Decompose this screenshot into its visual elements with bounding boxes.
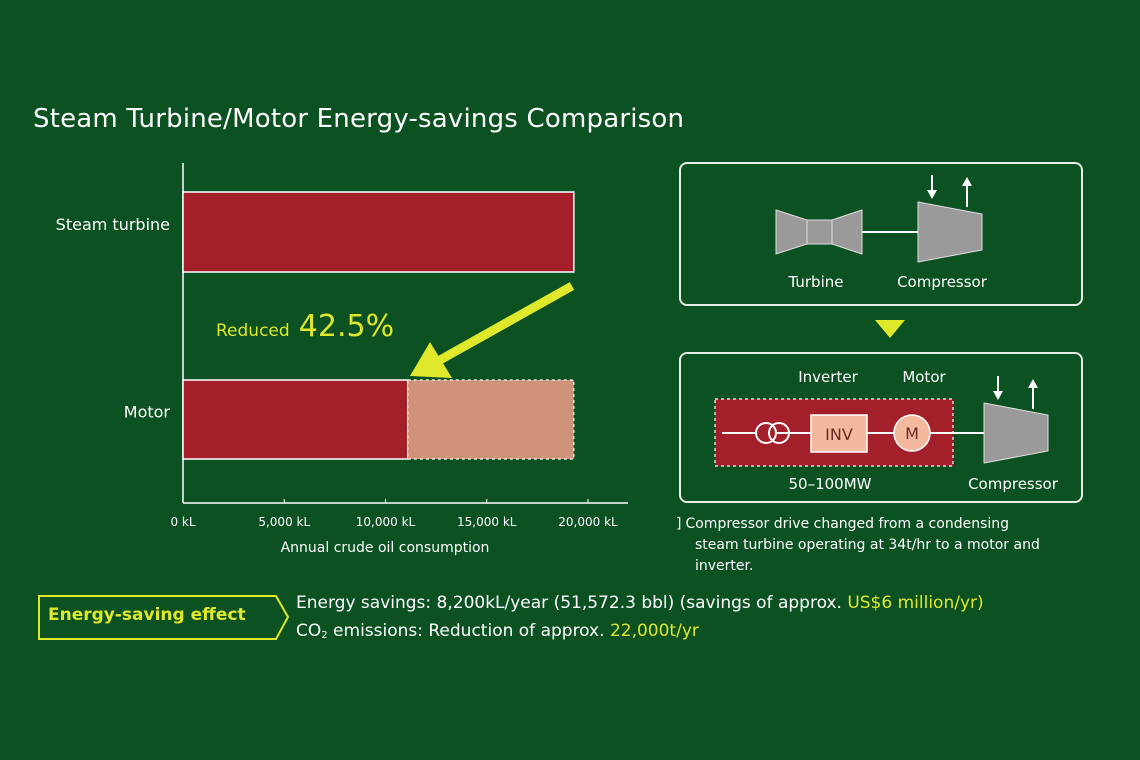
co2-pre: CO	[296, 621, 322, 641]
power-label: 50–100MW	[789, 475, 872, 493]
m-text: M	[905, 424, 919, 443]
inv-text: INV	[825, 425, 853, 444]
down-triangle-icon	[875, 320, 905, 338]
compressor-icon-bottom	[983, 402, 1049, 464]
energy-saving-tag	[38, 595, 290, 640]
x-axis-label: Annual crude oil consumption	[281, 540, 490, 556]
compressor-label-bottom: Compressor	[968, 475, 1059, 493]
flow-arrows-icon-bottom	[993, 376, 1038, 409]
motor-drive-box	[679, 352, 1083, 503]
turbine-drive-box	[679, 162, 1083, 306]
turbine-icon	[775, 209, 863, 255]
co2-text: emissions: Reduction of approx.	[327, 621, 610, 641]
x-tick-label: 10,000 kL	[356, 515, 416, 529]
motor-circle	[893, 414, 931, 452]
bar-chart: Steam turbine Motor 0 kL 5,000 kL 10,000 k…	[56, 163, 628, 556]
reduced-value: 42.5%	[299, 309, 394, 344]
motor-label: Motor	[902, 368, 946, 386]
page-title: Steam Turbine/Motor Energy-savings Compa…	[33, 104, 685, 134]
energy-saving-label: Energy-saving effect	[48, 605, 246, 625]
reduced-annotation: Reduced 42.5%	[216, 309, 394, 344]
co2-sub: 2	[321, 630, 328, 641]
category-label-steam-turbine: Steam turbine	[56, 215, 170, 234]
compressor-label-top: Compressor	[897, 273, 988, 291]
reduced-prefix: Reduced	[216, 321, 290, 341]
note-rest: steam turbine operating at 34t/hr to a m…	[695, 537, 1040, 574]
inverter-label: Inverter	[798, 368, 858, 386]
x-tick-label: 0 kL	[170, 515, 195, 529]
energy-savings-line: Energy savings: 8,200kL/year (51,572.3 b…	[296, 593, 984, 613]
x-tick-label: 5,000 kL	[258, 515, 310, 529]
turbine-label: Turbine	[788, 273, 844, 291]
co2-highlight: 22,000t/yr	[609, 621, 699, 641]
inverter-box	[810, 414, 868, 453]
energy-savings-highlight: US$6 million/yr)	[847, 593, 984, 613]
co2-line: CO2 emissions: Reduction of approx. 22,0…	[296, 621, 699, 641]
reduction-arrow	[410, 282, 575, 378]
bar-motor	[182, 379, 409, 460]
note-first-line: Compressor drive changed from a condensi…	[685, 516, 1010, 532]
transformer-icon	[755, 422, 790, 444]
x-tick-label: 15,000 kL	[457, 515, 517, 529]
note-mark: ]	[676, 516, 682, 532]
energy-savings-text: Energy savings: 8,200kL/year (51,572.3 b…	[296, 593, 848, 613]
bar-motor-reduction	[407, 379, 575, 460]
drive-diagram: Turbine Compressor INV M Inverter Motor …	[714, 175, 1059, 493]
compressor-icon	[917, 201, 983, 263]
category-label-motor: Motor	[124, 403, 171, 422]
diagram-note: ] Compressor drive changed from a condens…	[676, 514, 1056, 577]
x-tick-label: 20,000 kL	[558, 515, 618, 529]
flow-arrows-icon	[927, 175, 972, 207]
bar-steam-turbine	[182, 191, 575, 273]
